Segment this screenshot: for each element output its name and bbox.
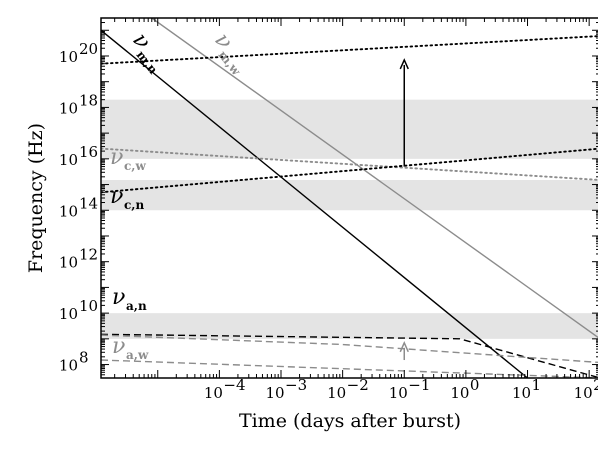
y-axis-label: Frequency (Hz) (25, 123, 47, 273)
y-tick-label: 10 (59, 48, 78, 66)
y-tick-exponent: 20 (79, 40, 98, 58)
curve-label-nu-c-n: ν c,n (110, 184, 144, 212)
x-tick-label: 10 (204, 384, 223, 402)
curve-label-subscript: a,w (126, 348, 149, 362)
x-tick-exponent: −3 (285, 376, 307, 394)
series-nu-c-w (101, 147, 598, 181)
curve-label-nu-m-w: νm,w (209, 28, 244, 79)
y-tick-label: 10 (59, 357, 78, 375)
x-tick-exponent: −4 (223, 376, 245, 394)
curve-label-subscript: m,w (216, 48, 244, 79)
curve-label-subscript: a,n (126, 299, 147, 313)
curve-label-subscript: c,w (124, 159, 146, 173)
shaded-band-3 (101, 99, 598, 159)
curve-label-nu-m-n: νm,n (127, 28, 160, 77)
y-tick-label: 10 (59, 254, 78, 272)
series-nu-a-w (101, 359, 598, 378)
curve-label-nu-a-w: ν a,w (112, 334, 149, 362)
x-tick-label: 10 (574, 384, 593, 402)
x-tick-exponent: −1 (408, 376, 430, 394)
series-nu-m-n (101, 29, 528, 378)
y-tick-exponent: 16 (79, 143, 98, 161)
y-tick-exponent: 14 (79, 194, 98, 212)
curve-label-symbol: ν (112, 334, 125, 359)
shift-arrow-head-2 (399, 340, 409, 353)
curve-label-symbol: ν (110, 145, 123, 170)
curve-label-subscript: c,n (124, 198, 144, 212)
shaded-band-2 (101, 180, 598, 211)
curve-label-symbol: ν (110, 184, 123, 209)
y-tick-exponent: 18 (79, 91, 98, 109)
y-tick-label: 10 (59, 151, 78, 169)
shaded-band-1 (101, 313, 598, 339)
x-tick-exponent: 2 (593, 376, 598, 394)
x-tick-label: 10 (450, 384, 469, 402)
shaded-bands (101, 99, 598, 339)
series-line-7 (101, 334, 598, 364)
x-tick-exponent: 0 (470, 376, 480, 394)
x-tick-exponent: 1 (532, 376, 542, 394)
series-line-5 (101, 35, 598, 65)
shift-arrow-head-1 (399, 58, 409, 70)
x-tick-label: 10 (389, 384, 408, 402)
curve-label-nu-a-n: ν a,n (112, 285, 147, 313)
y-tick-exponent: 10 (79, 297, 98, 315)
y-tick-exponent: 12 (79, 246, 98, 264)
shift-arrows (399, 58, 409, 361)
x-axis-label: Time (days after burst) (239, 410, 461, 432)
series-nu-a-n (101, 333, 598, 378)
y-tick-exponent: 8 (79, 349, 89, 367)
x-tick-label: 10 (327, 384, 346, 402)
series-lines (101, 18, 598, 378)
y-tick-label: 10 (59, 202, 78, 220)
series-nu-m-w (151, 18, 598, 339)
y-tick-label: 10 (59, 99, 78, 117)
x-tick-label: 10 (512, 384, 531, 402)
curve-label-nu-c-w: ν c,w (110, 145, 146, 173)
curve-label-symbol: ν (112, 285, 125, 310)
x-tick-label: 10 (265, 384, 284, 402)
y-tick-label: 10 (59, 305, 78, 323)
x-tick-exponent: −2 (347, 376, 369, 394)
x-axis-ticks: 10 −4 10 −3 10 −2 10 −1 10 0 10 1 10 2 (114, 18, 598, 402)
series-nu-c-n (101, 147, 598, 194)
